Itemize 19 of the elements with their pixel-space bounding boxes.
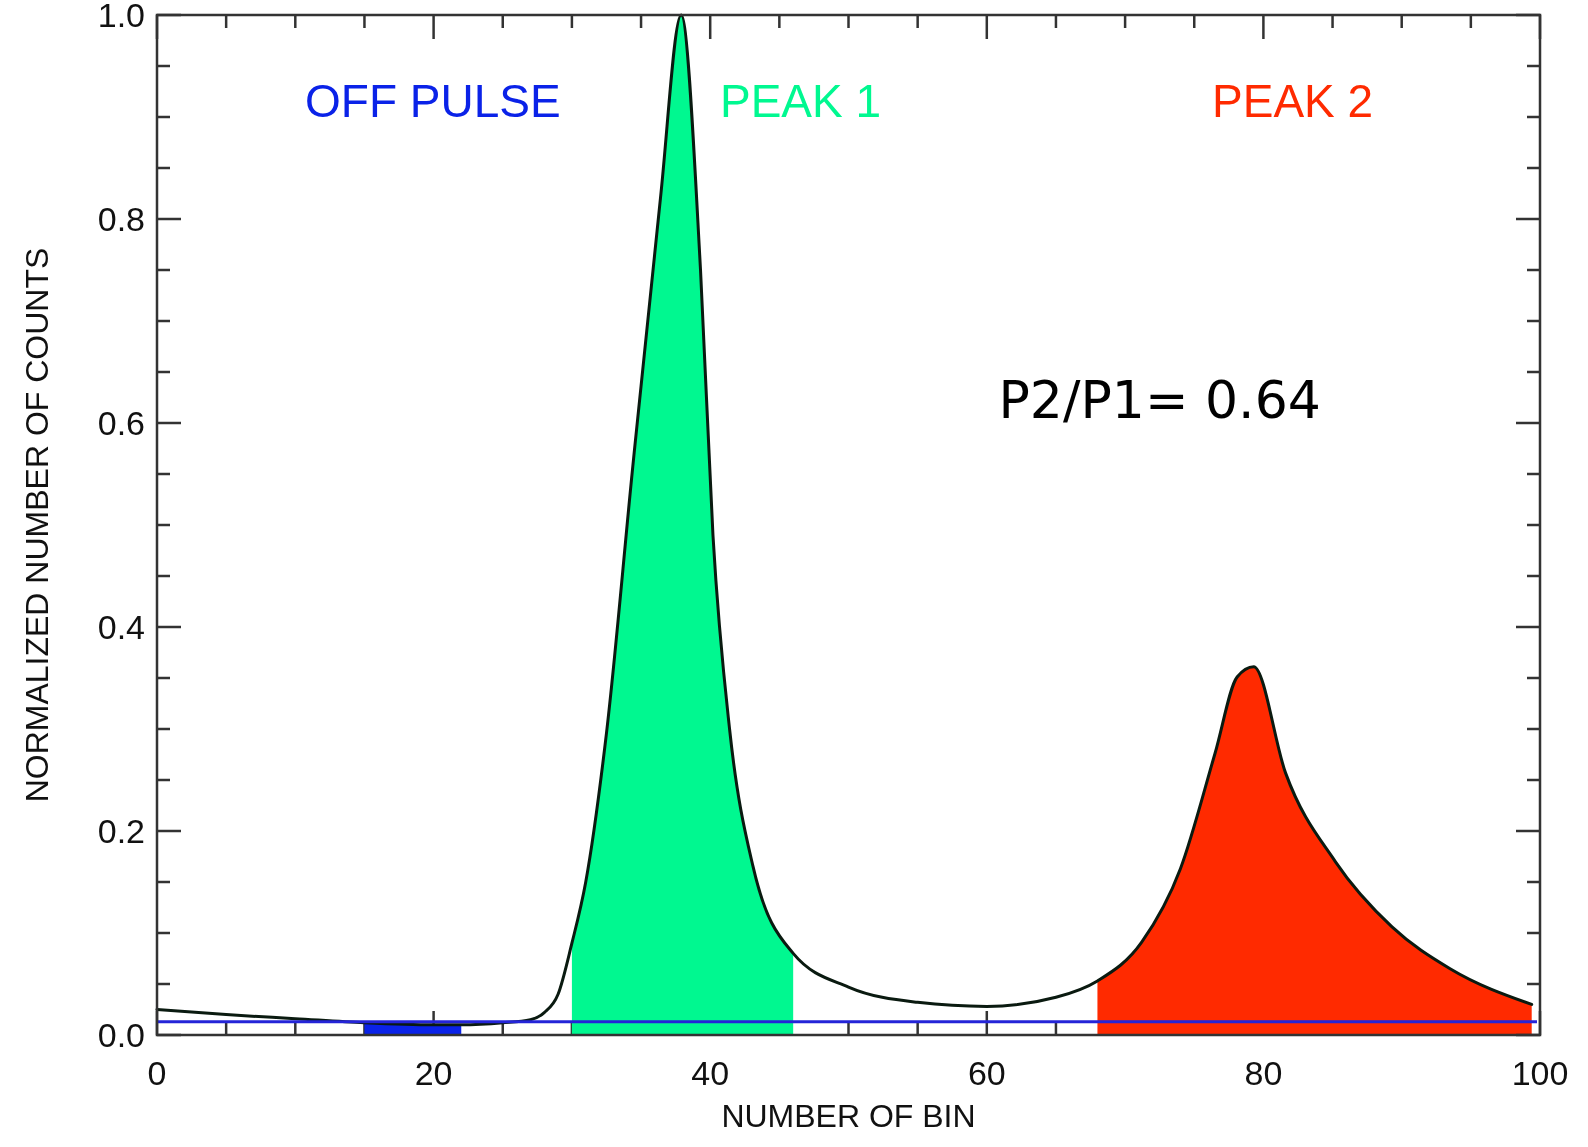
x-tick-label: 40 xyxy=(691,1054,730,1092)
x-tick-label: 0 xyxy=(147,1054,167,1092)
y-tick-label: 0.2 xyxy=(97,811,145,850)
x-tick-label: 80 xyxy=(1244,1054,1283,1092)
annotation: P2/P1= 0.64 xyxy=(998,369,1321,430)
x-tick-label: 100 xyxy=(1511,1054,1569,1092)
x-axis-title: NUMBER OF BIN xyxy=(721,1098,976,1134)
series-label: PEAK 1 xyxy=(719,75,882,127)
y-tick-label: 0.8 xyxy=(97,199,145,238)
y-axis-title: NORMALIZED NUMBER OF COUNTS xyxy=(19,247,55,803)
x-tick-label: 60 xyxy=(967,1054,1006,1092)
text: OFF PULSE xyxy=(305,75,561,127)
y-tick-label: 0.0 xyxy=(97,1015,145,1054)
y-tick-label: 1.0 xyxy=(97,0,145,34)
text: PEAK 2 xyxy=(1212,75,1374,127)
y-tick-label: 0.6 xyxy=(97,403,145,442)
y-tick-label: 0.4 xyxy=(97,607,145,646)
line-series xyxy=(155,13,1534,1027)
x-tick-label: 20 xyxy=(414,1054,453,1092)
